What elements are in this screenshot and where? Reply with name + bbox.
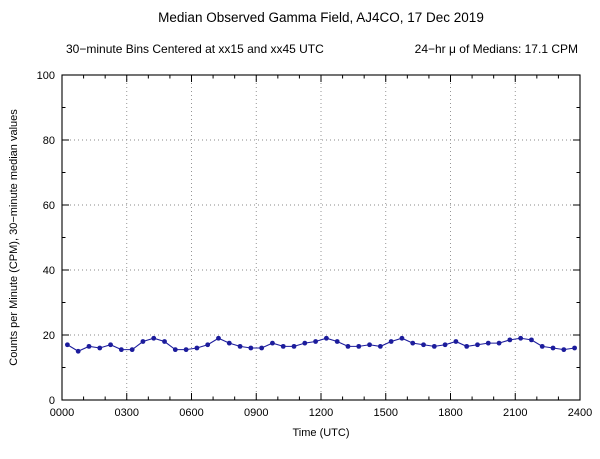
median-point-marker [410, 340, 416, 346]
y-tick-label: 20 [43, 330, 55, 342]
median-point-marker [183, 347, 189, 353]
median-point-marker [377, 343, 383, 349]
x-tick-label: 0600 [179, 407, 203, 419]
median-point-marker [464, 343, 470, 349]
chart-subtitle-bins: 30−minute Bins Centered at xx15 and xx45… [66, 42, 324, 56]
x-tick-label: 0900 [244, 407, 268, 419]
median-point-marker [86, 343, 92, 349]
median-point-marker [561, 347, 567, 353]
median-point-marker [324, 335, 329, 341]
x-tick-label: 1500 [374, 407, 398, 419]
median-point-marker [302, 340, 308, 346]
y-tick-label: 0 [49, 395, 55, 407]
x-tick-label: 2100 [503, 407, 527, 419]
median-point-marker [280, 343, 286, 349]
y-axis-title: Counts per Minute (CPM), 30−minute media… [8, 109, 20, 366]
median-point-marker [572, 345, 577, 351]
median-point-marker [226, 340, 232, 346]
median-point-marker [97, 345, 103, 351]
median-point-marker [475, 342, 480, 348]
axis-ticks [61, 74, 581, 401]
median-point-marker [108, 342, 113, 348]
median-point-marker [356, 343, 362, 349]
median-point-marker [118, 347, 124, 353]
median-point-marker [518, 335, 524, 341]
x-tick-label: 1800 [438, 407, 462, 419]
x-axis-title: Time (UTC) [292, 427, 349, 439]
median-point-marker [162, 339, 167, 344]
median-point-marker [248, 345, 254, 351]
median-point-marker [194, 345, 200, 351]
median-point-marker [496, 340, 502, 346]
median-point-marker [172, 347, 178, 353]
median-point-marker [151, 335, 157, 341]
median-point-marker [237, 343, 243, 349]
x-tick-label: 2400 [568, 407, 592, 419]
median-point-marker [259, 345, 265, 351]
median-point-marker [291, 343, 297, 349]
median-point-marker [421, 342, 426, 348]
median-point-marker [539, 343, 545, 349]
gridlines [62, 75, 580, 400]
median-point-marker [431, 343, 437, 349]
chart-title: Median Observed Gamma Field, AJ4CO, 17 D… [158, 10, 484, 25]
y-tick-label: 80 [43, 135, 55, 147]
x-tick-label: 1200 [309, 407, 333, 419]
median-point-marker [345, 343, 351, 349]
median-point-marker [216, 335, 221, 341]
median-point-marker [334, 339, 340, 344]
median-point-marker [313, 339, 318, 344]
median-point-marker [399, 335, 405, 341]
median-point-marker [529, 337, 534, 343]
median-point-marker [367, 342, 372, 348]
median-point-marker [65, 342, 70, 348]
median-point-marker [485, 340, 491, 346]
median-point-marker [442, 342, 448, 348]
median-point-marker [129, 347, 135, 353]
plot-frame [61, 74, 581, 401]
tick-labels: 0000 0300 0600 0900 1200 1500 1800 2100 2400 0 20 4… [37, 70, 593, 419]
x-tick-label: 0000 [50, 407, 74, 419]
median-point-marker [205, 342, 211, 348]
x-tick-label: 0300 [115, 407, 139, 419]
y-tick-label: 40 [43, 265, 55, 277]
median-point-marker [270, 340, 275, 346]
y-tick-label: 100 [37, 70, 55, 82]
data-series [65, 335, 577, 354]
median-point-marker [550, 345, 556, 351]
y-tick-label: 60 [43, 200, 55, 212]
median-point-marker [507, 337, 513, 343]
median-point-marker [140, 339, 146, 344]
chart-subtitle-mean: 24−hr μ of Medians: 17.1 CPM [415, 42, 578, 56]
median-point-marker [453, 339, 459, 344]
median-point-marker [75, 348, 81, 354]
median-point-marker [388, 339, 394, 344]
